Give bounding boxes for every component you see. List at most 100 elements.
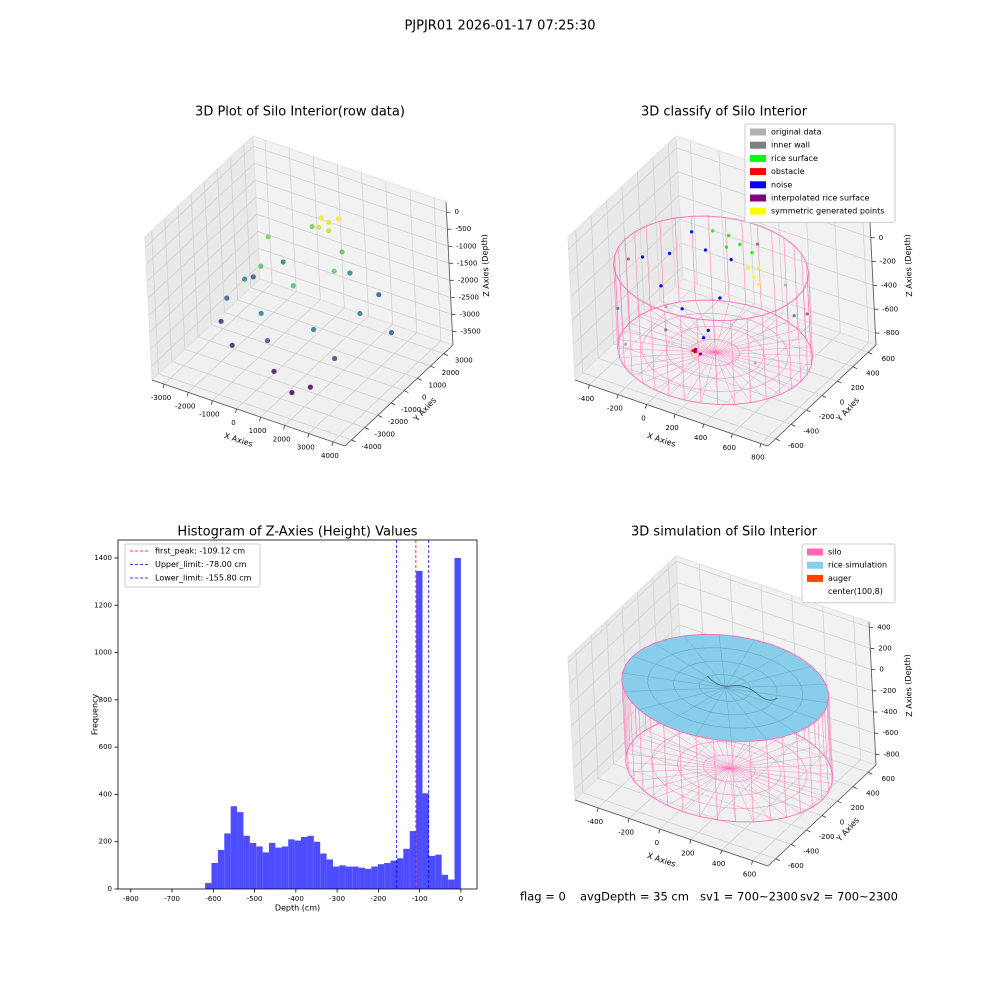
- y-tick-label: 200: [851, 804, 864, 812]
- grid-line: [332, 340, 442, 443]
- z-tick-label: -500: [455, 225, 471, 233]
- silo-wall-line: [787, 304, 792, 389]
- silo-floor-spoke: [729, 768, 829, 793]
- data-point: [745, 266, 750, 270]
- data-point: [224, 295, 230, 301]
- legend-swatch: [750, 168, 766, 176]
- silo-wall-line: [817, 719, 823, 801]
- rice-grid: [725, 639, 755, 689]
- x-tick-label: -200: [618, 828, 634, 836]
- y-tick-label: 400: [866, 370, 879, 378]
- z-tick-label: -1000: [456, 242, 476, 250]
- legend-label: center(100,8): [828, 587, 883, 596]
- tick-mark: [404, 390, 409, 393]
- tick-mark: [283, 425, 286, 430]
- bar: [288, 839, 295, 889]
- grid-line: [689, 140, 698, 284]
- tick-mark: [775, 438, 780, 442]
- data-point: [667, 251, 672, 255]
- grid-line: [598, 777, 792, 845]
- data-point: [357, 310, 363, 317]
- tick-mark: [443, 353, 448, 356]
- x-tick-label: -300: [329, 895, 345, 903]
- silo-wall-line: [638, 709, 644, 791]
- silo-floor-spoke: [714, 352, 736, 405]
- legend-label: symmetric generated points: [771, 207, 884, 216]
- grid-line: [211, 324, 405, 391]
- silo-floor-spoke: [715, 329, 799, 353]
- tick-mark: [821, 815, 827, 818]
- silo-floor-spoke: [657, 723, 730, 769]
- axis-line: [767, 344, 877, 447]
- grid-line: [250, 287, 444, 355]
- tick-mark: [702, 423, 705, 429]
- y-tick-label: 600: [882, 775, 895, 783]
- chart-title: 3D classify of Silo Interior: [641, 105, 808, 120]
- data-point: [264, 338, 271, 344]
- rice-grid: [638, 687, 726, 710]
- silo-floor-spoke: [682, 768, 730, 812]
- legend-label: auger: [828, 574, 852, 583]
- silo-wall-line: [808, 726, 813, 808]
- rice-grid: [624, 687, 726, 692]
- bar: [249, 842, 257, 889]
- grid-line: [177, 206, 186, 350]
- tick-mark: [868, 771, 873, 775]
- data-point: [724, 245, 729, 249]
- legend-label: noise: [771, 180, 792, 189]
- bar: [416, 570, 423, 889]
- grid-line: [190, 193, 199, 337]
- silo-wall-line: [695, 736, 701, 817]
- grid-line: [148, 214, 258, 316]
- tick-mark: [186, 392, 189, 397]
- silo-floor-spoke: [715, 321, 789, 353]
- silo-floor-spoke: [729, 768, 813, 808]
- legend-swatch: [750, 154, 766, 162]
- grid-line: [569, 582, 678, 684]
- legend-swatch: [750, 194, 766, 202]
- z-tick-label: -3500: [460, 327, 480, 335]
- legend-label: obstacle: [771, 167, 805, 176]
- silo-wall-line: [771, 230, 776, 315]
- y-tick-label: 600: [99, 743, 112, 751]
- data-point: [718, 296, 722, 300]
- grid-line: [164, 218, 173, 362]
- z-tick-label: -600: [882, 729, 898, 737]
- x-tick-label: -200: [370, 895, 386, 903]
- grid-line: [146, 179, 256, 282]
- x-tick-label: -600: [205, 895, 221, 903]
- z-tick-label: -200: [880, 258, 896, 266]
- tick-mark: [235, 408, 237, 413]
- z-axis-label: Z Axies (Depth): [480, 234, 491, 297]
- silo-wall-line: [637, 298, 643, 383]
- silo-floor-spoke: [645, 729, 730, 769]
- data-point: [694, 347, 698, 351]
- legend-swatch: [750, 141, 766, 149]
- silo-wall-line: [627, 291, 633, 376]
- rice-ridge: [707, 675, 778, 701]
- bar: [211, 862, 218, 889]
- axis-line: [574, 379, 769, 447]
- tick-mark: [390, 402, 396, 406]
- silo-wall-line: [783, 237, 789, 322]
- tick-mark: [868, 351, 873, 355]
- x-tick-label: 0: [231, 419, 235, 427]
- data-point: [616, 306, 620, 310]
- plot-frame: [117, 539, 478, 890]
- bar: [326, 859, 333, 889]
- z-axis-label: Z Axies (Depth): [903, 654, 914, 717]
- grid-line: [147, 196, 257, 299]
- silo-floor-spoke: [714, 352, 792, 389]
- legend-label: rice surface: [771, 154, 818, 163]
- z-tick-label: -600: [882, 305, 898, 313]
- grid-line: [613, 343, 807, 411]
- data-point: [347, 270, 353, 276]
- bar: [435, 854, 442, 889]
- bar: [237, 812, 244, 889]
- tick-mark: [821, 395, 827, 398]
- legend-swatch: [807, 548, 823, 556]
- tick-mark: [775, 858, 780, 862]
- grid-line: [652, 157, 661, 301]
- grid-line: [570, 195, 680, 297]
- silo-wall-line: [782, 736, 787, 818]
